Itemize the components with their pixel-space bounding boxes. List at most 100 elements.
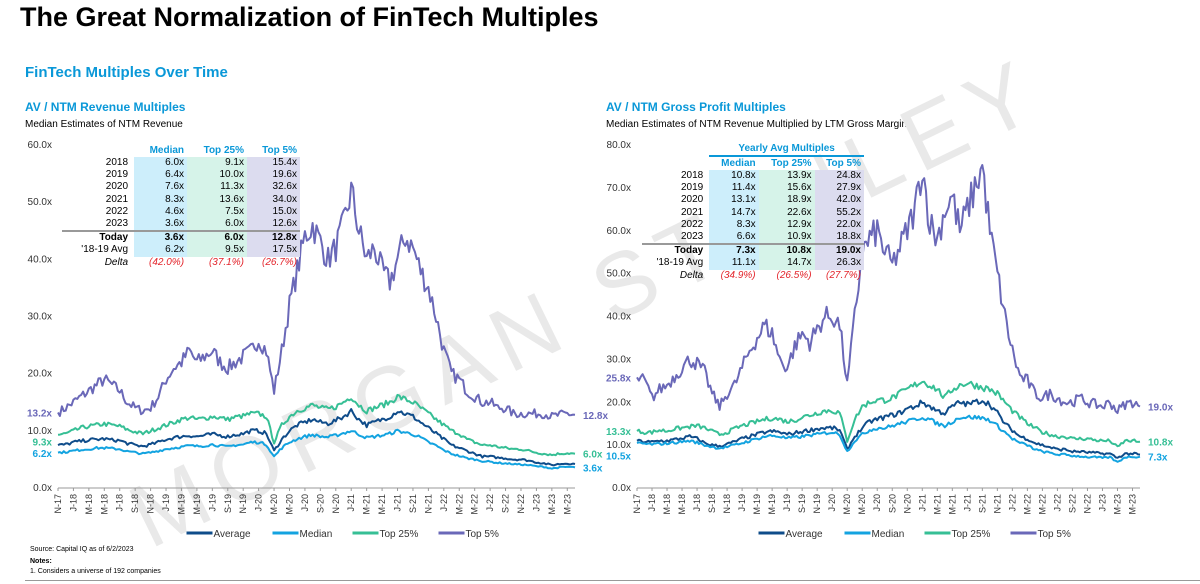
x-tick-label: J-21	[346, 494, 356, 512]
table-cell: 42.0x	[814, 194, 864, 207]
x-tick-label: J-20	[254, 494, 264, 512]
table-cell: 34.0x	[246, 193, 300, 206]
x-tick-label: M-22	[1022, 494, 1032, 515]
left-chart-title: AV / NTM Revenue Multiples	[25, 100, 186, 114]
column-header: Median	[721, 158, 756, 169]
row-label: 2018	[105, 157, 129, 169]
end-value-label: 3.6x	[583, 463, 603, 474]
x-tick-label: M-20	[269, 494, 279, 515]
table-cell: 17.5x	[246, 244, 300, 257]
x-tick-label: N-21	[992, 494, 1002, 514]
row-label: 2021	[105, 193, 129, 205]
x-tick-label: N-18	[146, 494, 156, 514]
table-cell: 24.8x	[814, 170, 864, 183]
right-summary-table: Yearly Avg Multiples Median Top 25% Top 5% 2…	[642, 142, 864, 282]
table-row: 2018 6.0x 9.1x 15.4x	[62, 157, 300, 170]
delta-cell: (26.5%)	[776, 269, 812, 281]
y-tick-label: 30.0x	[607, 354, 631, 365]
x-tick-label: S-21	[408, 494, 418, 513]
x-tick-label: M-20	[284, 494, 294, 515]
table-cell: 7.3x	[709, 243, 759, 258]
x-tick-label: S-22	[501, 494, 511, 513]
x-tick-label: M-18	[677, 494, 687, 515]
row-label: Delta	[104, 256, 129, 268]
table-cell: 12.9x	[758, 218, 815, 231]
table-cell: 13.6x	[187, 193, 247, 206]
x-tick-label: N-20	[331, 494, 341, 514]
end-value-label: 12.8x	[583, 411, 608, 422]
x-tick-label: N-19	[238, 494, 248, 514]
x-tick-label: M-18	[99, 494, 109, 515]
row-label: '18-19 Avg	[656, 257, 704, 269]
x-tick-label: N-18	[722, 494, 732, 514]
x-tick-label: N-19	[812, 494, 822, 514]
delta-cell: (34.9%)	[720, 269, 756, 281]
start-value-label: 13.3x	[606, 427, 631, 438]
y-tick-label: 60.0x	[607, 226, 631, 237]
table-cell: 8.3x	[134, 193, 188, 206]
y-tick-label: 50.0x	[28, 197, 52, 208]
footer-source: Source: Capital IQ as of 6/2/2023	[30, 546, 134, 553]
table-cell: 3.6x	[134, 230, 188, 245]
left-chart-subtitle: Median Estimates of NTM Revenue	[25, 119, 183, 130]
x-tick-label: M-21	[362, 494, 372, 515]
end-value-label: 10.8x	[1148, 438, 1173, 449]
x-tick-label: M-18	[84, 494, 94, 515]
x-tick-label: J-20	[827, 494, 837, 512]
x-tick-label: S-22	[1067, 494, 1077, 513]
delta-cell: (37.1%)	[208, 256, 244, 268]
x-tick-label: J-20	[300, 494, 310, 512]
x-tick-label: S-20	[887, 494, 897, 513]
y-tick-label: 10.0x	[28, 426, 52, 437]
table-row-delta: Delta (42.0%) (37.1%) (26.7%)	[62, 257, 300, 269]
row-label: 2023	[105, 218, 129, 230]
y-tick-label: 60.0x	[28, 140, 52, 151]
table-row: 2018 10.8x 13.9x 24.8x	[642, 170, 864, 183]
x-tick-label: M-23	[562, 494, 572, 515]
x-tick-label: N-17	[632, 494, 642, 514]
x-tick-label: M-19	[752, 494, 762, 515]
x-tick-label: M-19	[767, 494, 777, 515]
x-tick-label: M-21	[377, 494, 387, 515]
table-cell: 3.6x	[134, 217, 188, 232]
legend-label: Average	[214, 529, 252, 540]
row-label: Today	[62, 230, 135, 245]
series-line-top-5-	[636, 164, 1141, 415]
table-cell: 7.5x	[187, 205, 247, 218]
table-cell: 19.6x	[246, 169, 300, 182]
column-header: Top 5%	[826, 158, 861, 169]
x-tick-label: J-20	[872, 494, 882, 512]
x-tick-label: M-21	[947, 494, 957, 515]
table-row: 2021 8.3x 13.6x 34.0x	[62, 193, 300, 206]
delta-cell: (42.0%)	[149, 256, 185, 268]
row-label: 2020	[680, 194, 704, 206]
x-tick-label: M-22	[1037, 494, 1047, 515]
x-tick-label: S-18	[707, 494, 717, 513]
table-row: 2022 4.6x 7.5x 15.0x	[62, 205, 300, 218]
table-group-header-row: Yearly Avg Multiples	[642, 142, 864, 157]
x-tick-label: J-18	[692, 494, 702, 512]
x-tick-label: S-19	[223, 494, 233, 513]
right-chart-subtitle: Median Estimates of NTM Revenue Multipli…	[606, 119, 913, 130]
x-tick-label: J-21	[917, 494, 927, 512]
row-label: 2019	[680, 182, 704, 194]
y-tick-label: 40.0x	[607, 312, 631, 323]
x-tick-label: J-18	[647, 494, 657, 512]
table-cell: 32.6x	[246, 181, 300, 194]
table-cell: 27.9x	[814, 182, 864, 195]
x-tick-label: J-19	[782, 494, 792, 512]
x-tick-label: J-19	[161, 494, 171, 512]
left-summary-table: Median Top 25% Top 5% 2018 6.0x 9.1x 15.4x 2019…	[62, 144, 300, 269]
y-tick-label: 10.0x	[607, 440, 631, 451]
column-header: Top 25%	[203, 145, 244, 156]
row-label: Today	[642, 243, 710, 258]
x-tick-label: M-22	[470, 494, 480, 515]
x-tick-label: N-20	[902, 494, 912, 514]
table-row: 2019 6.4x 10.0x 19.6x	[62, 169, 300, 182]
y-tick-label: 50.0x	[607, 269, 631, 280]
table-cell: 18.8x	[814, 230, 864, 245]
table-row: 2020 13.1x 18.9x 42.0x	[642, 194, 864, 207]
column-header: Top 25%	[771, 158, 812, 169]
series-line-median	[636, 414, 1141, 463]
table-cell: 7.6x	[134, 181, 188, 194]
